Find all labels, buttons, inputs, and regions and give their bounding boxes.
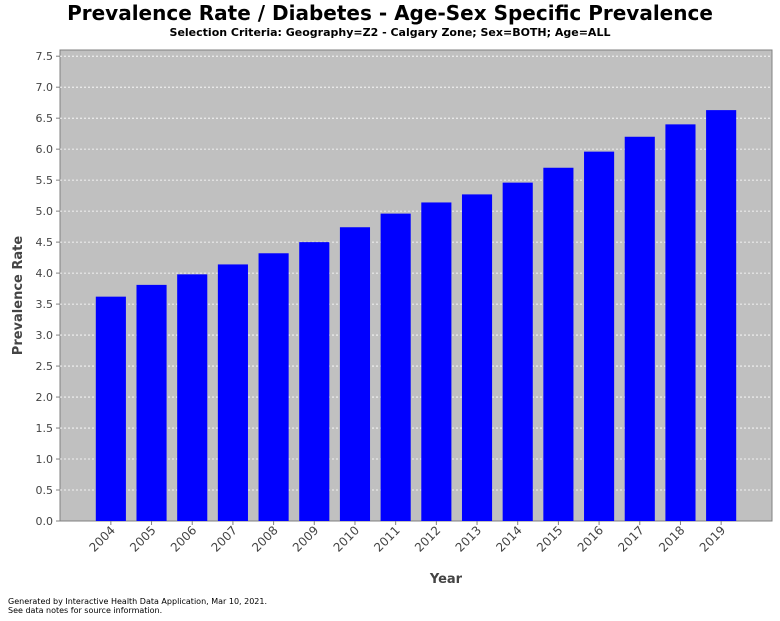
bar <box>543 167 574 521</box>
y-tick-label: 3.5 <box>36 298 54 311</box>
y-tick-label: 7.0 <box>36 81 54 94</box>
x-tick-label: 2014 <box>493 523 524 554</box>
y-tick-label: 1.0 <box>36 453 54 466</box>
footer-generated: Generated by Interactive Health Data App… <box>8 597 268 606</box>
chart-title: Prevalence Rate / Diabetes - Age-Sex Spe… <box>67 1 713 25</box>
bar <box>421 202 452 521</box>
x-tick-label: 2013 <box>453 523 484 554</box>
y-tick-label: 3.0 <box>36 329 54 342</box>
y-tick-label: 4.5 <box>36 236 54 249</box>
bar <box>461 194 493 521</box>
y-tick-label: 6.0 <box>36 143 54 156</box>
bar <box>299 242 330 522</box>
y-tick-label: 2.5 <box>36 360 54 373</box>
y-tick-label: 0.5 <box>36 484 54 497</box>
y-tick-label: 2.0 <box>36 391 54 404</box>
bar <box>624 136 655 521</box>
bar <box>217 264 248 521</box>
plot-area <box>59 49 773 522</box>
bar <box>177 274 208 521</box>
x-tick-label: 2008 <box>249 523 280 554</box>
y-axis-label: Prevalence Rate <box>11 236 26 356</box>
y-tick-label: 4.0 <box>36 267 54 280</box>
y-tick-label: 0.0 <box>36 515 54 528</box>
x-tick-label: 2016 <box>575 523 606 554</box>
y-tick-label: 6.5 <box>36 112 54 125</box>
x-tick-label: 2007 <box>209 523 240 554</box>
y-tick-label: 1.5 <box>36 422 54 435</box>
bar <box>665 124 696 522</box>
x-tick-label: 2011 <box>371 523 402 554</box>
bar <box>584 151 615 521</box>
x-tick-label: 2015 <box>534 523 565 554</box>
bar <box>380 213 411 521</box>
x-tick-label: 2006 <box>168 523 199 554</box>
y-tick-label: 5.0 <box>36 205 54 218</box>
x-tick-label: 2018 <box>656 523 687 554</box>
x-tick-label: 2010 <box>331 523 362 554</box>
y-tick-label: 5.5 <box>36 174 54 187</box>
x-tick-label: 2017 <box>615 523 646 554</box>
x-axis-label: Year <box>429 572 463 587</box>
bar <box>502 182 533 521</box>
x-tick-label: 2009 <box>290 523 321 554</box>
chart-subtitle: Selection Criteria: Geography=Z2 - Calga… <box>169 26 611 39</box>
bar <box>136 284 167 521</box>
y-tick-label: 7.5 <box>36 50 54 63</box>
x-tick-label: 2012 <box>412 523 443 554</box>
x-tick-label: 2004 <box>86 523 117 554</box>
x-tick-label: 2005 <box>127 523 158 554</box>
bar <box>258 253 289 521</box>
bar <box>706 110 737 521</box>
x-tick-label: 2019 <box>697 523 728 554</box>
bar <box>95 296 126 521</box>
bar <box>339 227 371 521</box>
footer-notes: See data notes for source information. <box>8 606 163 615</box>
